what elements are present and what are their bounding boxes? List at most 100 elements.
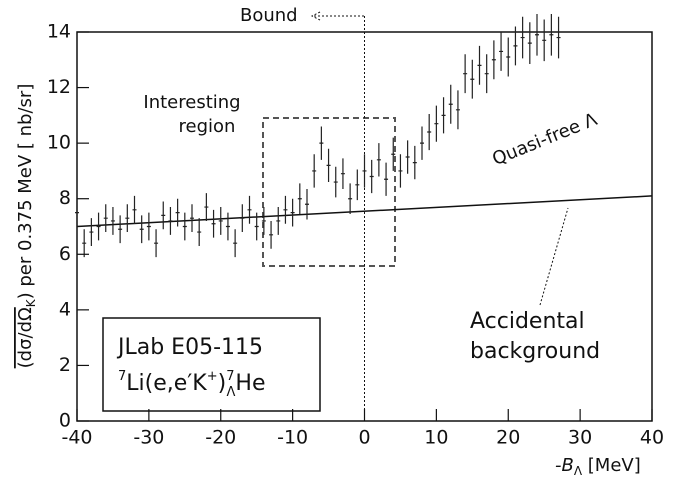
info-box (102, 317, 321, 412)
background-line (76, 195, 653, 228)
error-bar (412, 145, 417, 180)
error-bar (269, 220, 274, 249)
error-bar (305, 188, 309, 220)
x-tick-label: -10 (277, 427, 308, 449)
error-bar (125, 204, 130, 233)
y-tick-label: 8 (59, 187, 71, 209)
accidental-label: background (470, 339, 600, 364)
sup: 7 (226, 369, 234, 384)
accidental-label: Accidental (470, 309, 585, 334)
error-bar (463, 54, 468, 94)
error-bar (376, 143, 381, 177)
error-bar (434, 105, 439, 142)
txt: ) per 0.375 MeV [ nb/sr] (15, 84, 36, 300)
error-bar (535, 13, 539, 56)
region-label: Interesting (143, 92, 240, 113)
y-tick-label: 10 (47, 132, 71, 154)
error-bar (182, 212, 187, 241)
error-bar (204, 193, 209, 221)
x-tick-label: -20 (205, 427, 236, 449)
error-bar (211, 209, 216, 238)
error-bar (340, 158, 345, 189)
x-tick-label: 40 (640, 427, 664, 449)
error-bar (175, 198, 180, 227)
sup: + (207, 369, 218, 384)
txt: (dσ/dΩ (15, 307, 36, 368)
sub: Λ (227, 385, 236, 400)
error-bar (549, 13, 554, 56)
error-bar (218, 207, 223, 235)
error-bar (355, 169, 360, 201)
error-bar (146, 212, 151, 241)
error-bar (348, 183, 353, 214)
y-tick-label: 0 (59, 410, 71, 432)
error-bar (499, 32, 504, 71)
error-bar (520, 16, 525, 59)
txt: Li(e,e′K (126, 371, 207, 396)
error-bar (118, 215, 123, 244)
error-bar (556, 16, 561, 59)
txt: [MeV] (582, 455, 641, 476)
info-box-text: JLab E05-115 (116, 335, 263, 360)
y-tick-label: 12 (47, 76, 71, 98)
error-bar (139, 215, 144, 244)
error-bar (470, 59, 475, 99)
txt: He (235, 371, 265, 396)
accidental-pointer (539, 207, 569, 306)
x-axis-label: -BΛ [MeV] (555, 455, 641, 478)
x-tick-label: 20 (496, 427, 520, 449)
error-bar (384, 162, 389, 196)
error-bar (491, 40, 496, 80)
txt: ) (218, 371, 227, 396)
error-bar (333, 166, 338, 198)
x-tick-label: 30 (568, 427, 592, 449)
error-bar (154, 229, 159, 258)
error-bar (398, 154, 403, 188)
y-tick-label: 2 (59, 354, 71, 376)
sub: K (24, 298, 38, 307)
error-bar (75, 198, 79, 227)
error-bar (420, 126, 424, 160)
error-bar (484, 54, 489, 94)
error-bar (276, 207, 281, 235)
quasi-free-label: Quasi-free Λ (489, 109, 600, 170)
sub: Λ (574, 464, 583, 478)
error-bar (190, 204, 194, 233)
error-bar (527, 22, 532, 64)
x-tick-label: 0 (358, 427, 370, 449)
error-bar (369, 159, 374, 194)
error-bar (455, 90, 460, 130)
error-bar (233, 229, 238, 258)
region-label: region (179, 116, 236, 137)
error-bar (312, 154, 317, 188)
txt: -B (555, 455, 574, 476)
error-bar (254, 212, 259, 241)
x-tick-label: -30 (133, 427, 164, 449)
error-bar (240, 204, 245, 233)
bound-label: Bound (240, 5, 298, 26)
y-tick-label: 14 (47, 21, 71, 43)
error-bar (89, 218, 94, 246)
error-bar (542, 19, 547, 62)
error-bar (82, 229, 87, 258)
error-bar (225, 212, 230, 241)
error-bar (261, 207, 266, 235)
error-bar (391, 137, 396, 171)
error-bar (132, 195, 137, 224)
sup: 7 (118, 369, 126, 384)
error-bar (283, 195, 288, 224)
error-bar (513, 26, 518, 66)
error-bar (297, 183, 302, 214)
info-box-reaction: 7Li(e,e′K+)7 ΛHe (118, 369, 265, 400)
region-box (262, 117, 396, 267)
error-bar (110, 207, 115, 235)
error-bar (103, 204, 108, 233)
error-bar (405, 140, 410, 174)
error-bar (290, 198, 295, 227)
error-bar (362, 154, 367, 188)
x-tick-label: 10 (424, 427, 448, 449)
error-bar (197, 218, 202, 246)
error-bar (326, 148, 331, 183)
error-bar (427, 113, 432, 151)
